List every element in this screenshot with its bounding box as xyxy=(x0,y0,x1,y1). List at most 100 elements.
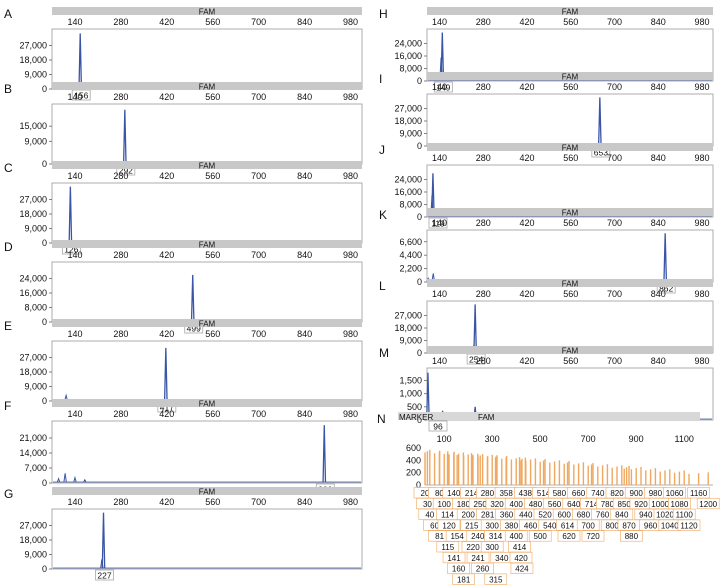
x-tick-label: 140 xyxy=(67,92,82,102)
panel-i: I FAM 140 280 420 560 700 840 980 27,000 18,000 9,0… xyxy=(379,72,714,158)
y-tick-label: 9,000 xyxy=(399,336,422,346)
ladder-size-label: 300 xyxy=(486,521,500,530)
ladder-size-label: 820 xyxy=(610,489,624,498)
y-tick-label: 0 xyxy=(42,238,47,248)
x-tick-label: 280 xyxy=(476,153,491,163)
x-tick-label: 140 xyxy=(432,82,447,92)
x-tick-label: 700 xyxy=(607,356,622,366)
ladder-size-box xyxy=(620,530,643,542)
y-tick-label: 16,000 xyxy=(394,187,422,197)
dye-header-bar xyxy=(52,7,362,15)
y-tick-label: 18,000 xyxy=(19,209,47,219)
plot-frame xyxy=(426,229,714,283)
panel-label-a: A xyxy=(4,7,12,21)
y-tick-label: 18,000 xyxy=(394,116,422,126)
minor-peak xyxy=(73,475,77,483)
ladder-size-label: 600 xyxy=(558,511,572,520)
dye-header-label: FAM xyxy=(562,144,579,153)
x-tick-label: 840 xyxy=(651,17,666,27)
ladder-size-label: 340 xyxy=(495,554,509,563)
ladder-size-label: 420 xyxy=(514,554,528,563)
ladder-size-label: 250 xyxy=(474,500,488,509)
panel-label-n: N xyxy=(377,412,386,426)
dye-header-bar xyxy=(427,72,713,80)
ladder-size-label: 400 xyxy=(510,532,524,541)
ladder-size-label: 400 xyxy=(510,500,524,509)
x-tick-label: 980 xyxy=(695,82,710,92)
ladder-size-label: 280 xyxy=(481,489,495,498)
y-tick-label: 27,000 xyxy=(19,353,47,363)
x-tick-label: 560 xyxy=(205,250,220,260)
ladder-size-label: 760 xyxy=(596,511,610,520)
y-tick-label: 15,000 xyxy=(19,121,47,131)
y-tick-label: 24,000 xyxy=(394,39,422,49)
ladder-size-label: 1080 xyxy=(671,500,689,509)
panel-label-l: L xyxy=(379,279,386,293)
x-tick-label: 840 xyxy=(651,356,666,366)
x-tick-label: 280 xyxy=(113,92,128,102)
x-tick-label: 560 xyxy=(563,356,578,366)
panel-label-g: G xyxy=(4,487,13,501)
x-tick-label: 140 xyxy=(432,17,447,27)
x-tick-label: 420 xyxy=(520,218,535,228)
x-tick-label: 280 xyxy=(113,409,128,419)
x-tick-label: 420 xyxy=(520,356,535,366)
size-callout-box xyxy=(95,569,114,581)
panel-label-j: J xyxy=(379,143,385,157)
x-tick-label: 840 xyxy=(651,153,666,163)
ladder-size-label: 620 xyxy=(562,532,576,541)
x-tick-label: 840 xyxy=(297,17,312,27)
ladder-size-label: 660 xyxy=(572,489,586,498)
y-tick-label: 21,000 xyxy=(19,433,47,443)
y-tick-label: 0 xyxy=(42,478,47,488)
peak xyxy=(68,186,73,243)
panel-f: F FAM 140 280 420 560 700 840 980 21,000 14,000 7,0… xyxy=(4,399,363,495)
x-tick-label: 560 xyxy=(205,497,220,507)
x-tick-label: 840 xyxy=(297,329,312,339)
dye-header-bar xyxy=(427,143,713,151)
ladder-size-label: 320 xyxy=(490,500,504,509)
ladder-size-label: 580 xyxy=(553,489,567,498)
x-tick-label: 280 xyxy=(113,329,128,339)
x-tick-label: 140 xyxy=(67,17,82,27)
plot-frame xyxy=(51,182,363,244)
y-tick-label: 600 xyxy=(406,443,421,453)
panel-label-e: E xyxy=(4,319,12,333)
plot-frame xyxy=(426,164,714,218)
dye-header-bar xyxy=(52,399,362,407)
ladder-size-box xyxy=(510,562,534,574)
x-tick-label: 700 xyxy=(581,434,596,444)
panel-label-i: I xyxy=(379,72,382,86)
ladder-size-label: 180 xyxy=(457,500,471,509)
y-tick-label: 9,000 xyxy=(399,129,422,139)
y-tick-label: 16,000 xyxy=(19,288,47,298)
y-tick-label: 24,000 xyxy=(394,175,422,185)
x-tick-label: 980 xyxy=(343,497,358,507)
panel-label-k: K xyxy=(379,208,387,222)
size-callout-box xyxy=(428,420,448,432)
size-callout-box xyxy=(433,81,453,93)
x-tick-label: 420 xyxy=(159,409,174,419)
x-tick-label: 700 xyxy=(607,82,622,92)
ladder-size-box xyxy=(581,530,605,542)
panel-label-c: C xyxy=(4,161,13,175)
x-tick-label: 560 xyxy=(205,171,220,181)
x-tick-label: 280 xyxy=(476,289,491,299)
ladder-size-label: 220 xyxy=(466,543,480,552)
ladder-size-label: 314 xyxy=(489,532,503,541)
y-tick-label: 18,000 xyxy=(394,323,422,333)
peak xyxy=(122,109,127,164)
y-tick-label: 0 xyxy=(42,564,47,574)
ladder-size-box xyxy=(672,508,696,520)
peak xyxy=(322,425,327,483)
y-tick-label: 0 xyxy=(42,84,47,94)
size-callout-label: 126 xyxy=(64,245,78,255)
dye-header-label: FAM xyxy=(562,209,579,218)
x-tick-label: 500 xyxy=(533,434,548,444)
dye-header-label: FAM xyxy=(199,162,216,171)
dye-header-label: FAM xyxy=(562,73,579,82)
y-tick-label: 0 xyxy=(417,212,422,222)
ladder-size-label: 140 xyxy=(447,489,461,498)
ladder-size-label: 315 xyxy=(489,575,503,584)
